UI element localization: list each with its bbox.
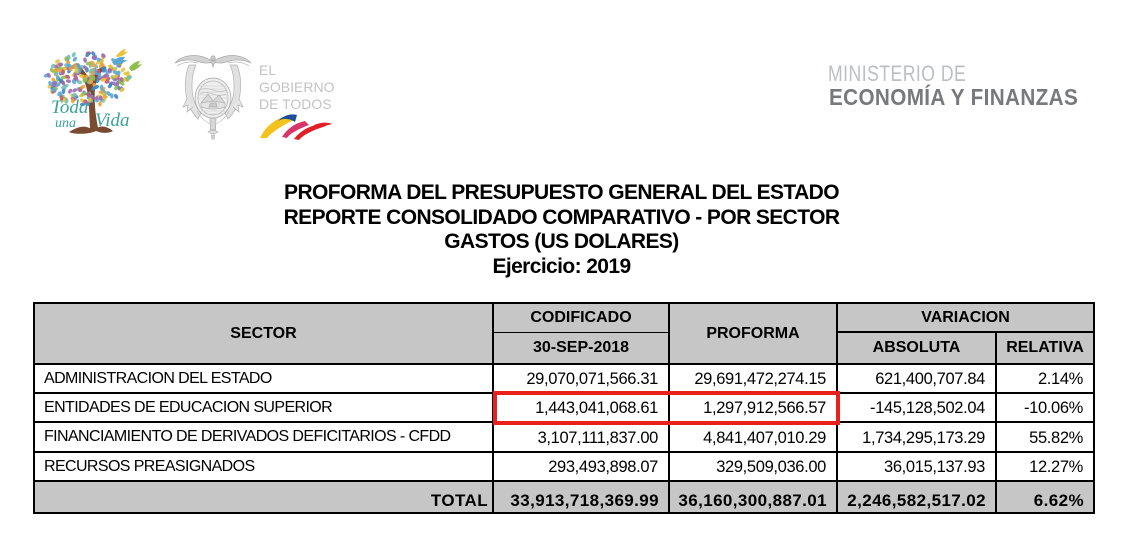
svg-text:Vida: Vida xyxy=(95,110,129,131)
svg-text:una: una xyxy=(55,116,76,131)
svg-text:Toda: Toda xyxy=(51,97,88,118)
